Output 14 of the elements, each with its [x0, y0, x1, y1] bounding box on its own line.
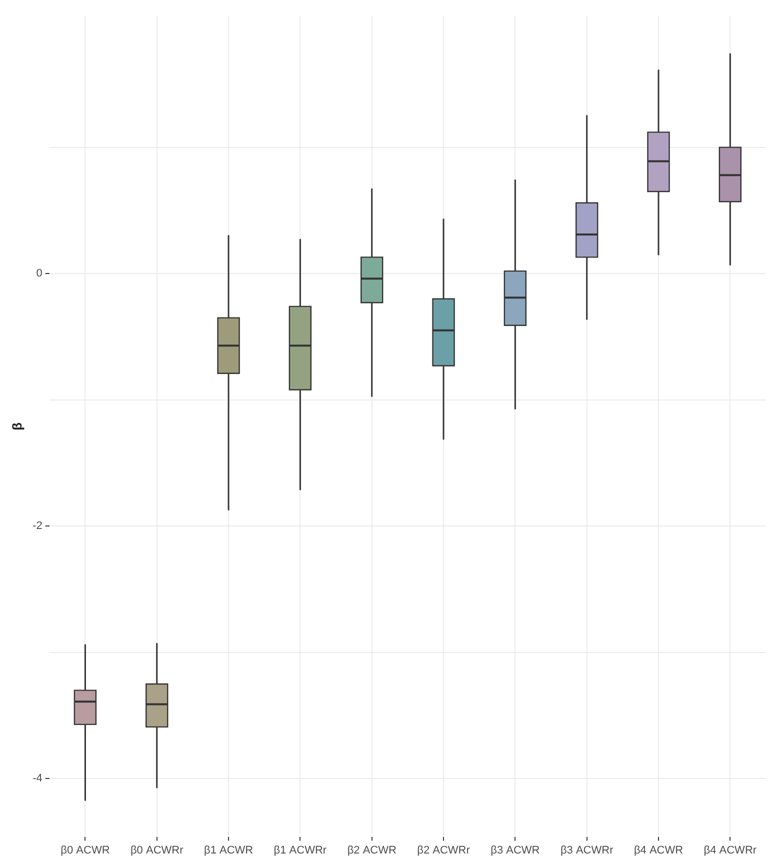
y-tick-label: -4: [32, 772, 42, 785]
x-tick-label: β3 ACWR: [490, 844, 540, 856]
y-axis-title: β: [9, 422, 24, 430]
x-tick-label: β4 ACWRr: [704, 844, 757, 856]
x-tick-label: β2 ACWRr: [417, 844, 470, 856]
x-tick-label: β0 ACWR: [60, 844, 110, 856]
x-tick-label: β0 ACWRr: [130, 844, 184, 856]
x-tick-label: β4 ACWR: [634, 844, 684, 856]
y-tick-label: 0: [36, 268, 42, 280]
y-tick-label: -2: [32, 520, 42, 532]
x-tick-label: β3 ACWRr: [560, 844, 614, 856]
x-tick-label: β1 ACWR: [204, 844, 254, 856]
x-tick-label: β1 ACWRr: [274, 844, 327, 856]
x-tick-label: β2 ACWR: [347, 844, 396, 856]
